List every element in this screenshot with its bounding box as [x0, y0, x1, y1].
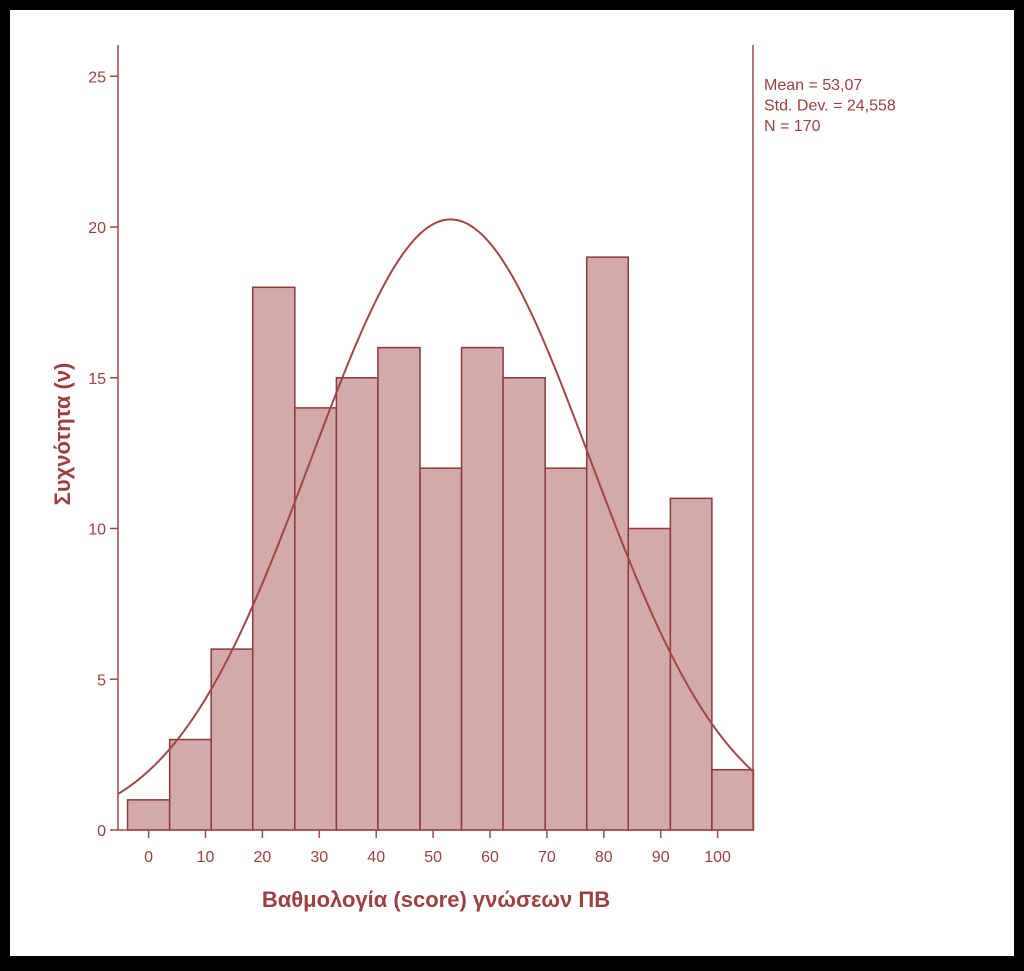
- stats-box: Mean = 53,07 Std. Dev. = 24,558 N = 170: [764, 77, 896, 135]
- x-tick-label: 10: [197, 849, 215, 866]
- histogram-bar: [126, 799, 171, 831]
- x-tick-label: 50: [424, 849, 442, 866]
- histogram-bar: [294, 407, 338, 831]
- histogram-bar: [502, 377, 546, 831]
- x-tick-label: 80: [595, 849, 613, 866]
- bars-group: [126, 256, 755, 831]
- x-tick-label: 20: [254, 849, 272, 866]
- histogram-bar: [627, 527, 672, 831]
- histogram-bar: [168, 738, 212, 831]
- stats-line: N = 170: [764, 118, 821, 135]
- y-tick-label: 0: [97, 823, 106, 840]
- normal-curve: [117, 218, 754, 795]
- y-tick-label: 15: [88, 371, 106, 388]
- histogram-bar: [251, 286, 296, 831]
- y-axis-title: Συχνότητα (ν): [50, 363, 75, 506]
- histogram-bar: [460, 346, 504, 831]
- x-axis-title: Βαθμολογία (score) γνώσεων ΠΒ: [262, 887, 610, 912]
- x-tick-label: 40: [367, 849, 385, 866]
- x-tick-label: 30: [310, 849, 328, 866]
- histogram-bar: [210, 648, 254, 831]
- x-tick-label: 70: [538, 849, 556, 866]
- x-tick-label: 0: [144, 849, 153, 866]
- histogram-bar: [419, 467, 463, 831]
- y-ticks-group: 0 5 10 15 20 25: [88, 69, 118, 840]
- y-tick-label: 25: [88, 69, 106, 86]
- y-tick-label: 10: [88, 522, 106, 539]
- x-ticks-group: 0 10 20 30 40 50 60 70 80 90 100: [144, 830, 731, 866]
- y-tick-label: 20: [88, 220, 106, 237]
- stats-line: Std. Dev. = 24,558: [764, 98, 896, 115]
- histogram-bar: [544, 467, 588, 831]
- stats-line: Mean = 53,07: [764, 77, 862, 94]
- histogram-bar: [377, 346, 421, 831]
- histogram-bar: [335, 377, 379, 831]
- y-tick-label: 5: [97, 672, 106, 689]
- x-tick-label: 100: [704, 849, 731, 866]
- x-tick-label: 60: [481, 849, 499, 866]
- histogram-bar: [711, 768, 755, 831]
- histogram-bar: [585, 256, 630, 831]
- x-tick-label: 90: [652, 849, 670, 866]
